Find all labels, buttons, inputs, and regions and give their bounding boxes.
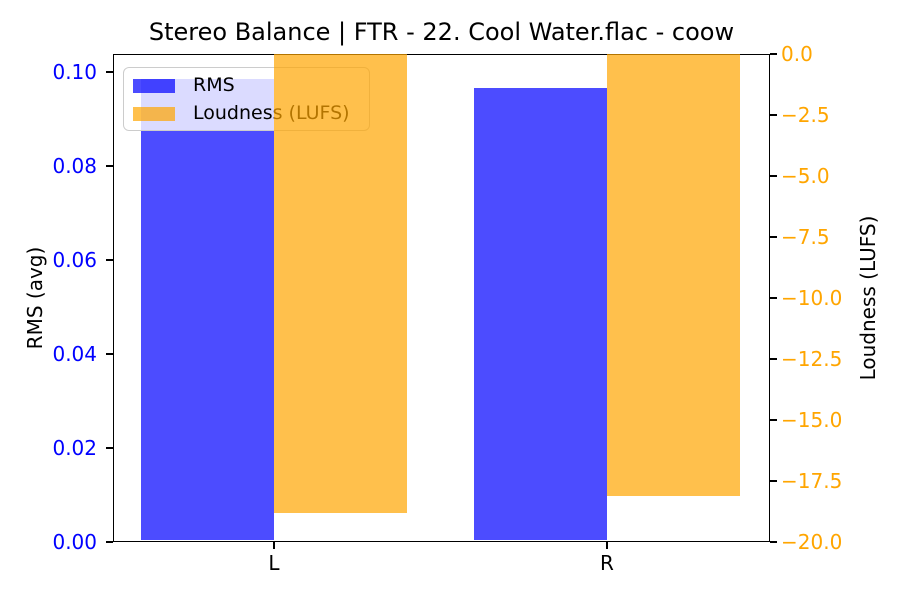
right-tick-label-−17.5: −17.5: [781, 469, 843, 493]
right-axis-label: Loudness (LUFS): [856, 215, 880, 381]
right-tick-−17.5: [770, 480, 777, 482]
right-tick-−20.0: [770, 541, 777, 543]
right-tick-−15.0: [770, 419, 777, 421]
x-tick-label-R: R: [600, 551, 614, 575]
right-tick-−10.0: [770, 297, 777, 299]
x-tick-L: [273, 542, 275, 549]
right-tick-label-0.0: 0.0: [781, 42, 813, 66]
right-tick-label-−12.5: −12.5: [781, 347, 843, 371]
x-tick-label-L: L: [268, 551, 280, 575]
left-tick-0.04: [106, 353, 113, 355]
right-tick-−12.5: [770, 358, 777, 360]
left-tick-0.00: [106, 541, 113, 543]
right-tick-−2.5: [770, 114, 777, 116]
plot-area: [113, 54, 770, 542]
right-tick-label-−10.0: −10.0: [781, 286, 843, 310]
x-tick-R: [606, 542, 608, 549]
right-tick-label-−20.0: −20.0: [781, 530, 843, 554]
right-tick-−7.5: [770, 236, 777, 238]
right-tick-label-−15.0: −15.0: [781, 408, 843, 432]
left-tick-label-0.10: 0.10: [52, 60, 97, 84]
right-tick-−5.0: [770, 175, 777, 177]
chart-title: Stereo Balance | FTR - 22. Cool Water.fl…: [148, 18, 735, 46]
right-tick-label-−5.0: −5.0: [781, 164, 830, 188]
left-tick-0.06: [106, 259, 113, 261]
left-axis-label: RMS (avg): [23, 246, 47, 350]
right-tick-0.0: [770, 53, 777, 55]
left-tick-label-0.00: 0.00: [52, 530, 97, 554]
right-tick-label-−2.5: −2.5: [781, 103, 830, 127]
left-tick-0.08: [106, 165, 113, 167]
right-tick-label-−7.5: −7.5: [781, 225, 830, 249]
left-tick-0.02: [106, 447, 113, 449]
left-tick-0.10: [106, 71, 113, 73]
